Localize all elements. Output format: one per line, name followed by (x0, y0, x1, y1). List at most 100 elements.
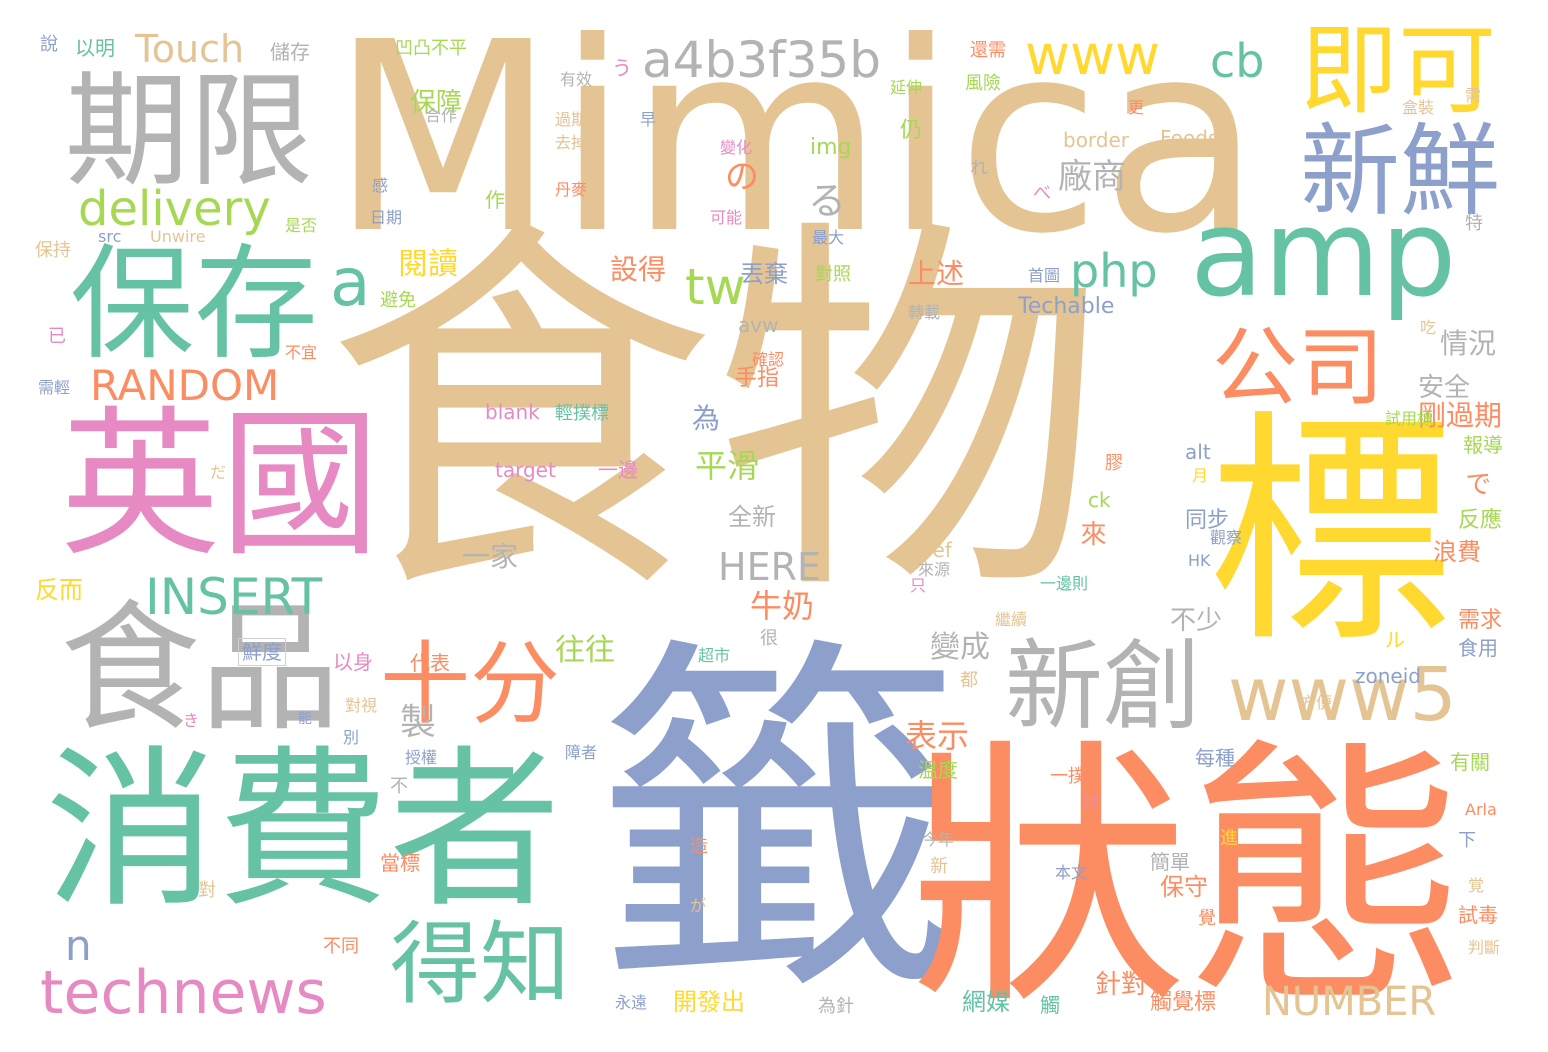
word-yongyuan: 永遠 (615, 993, 648, 1012)
word-amp: amp (1190, 185, 1457, 324)
word-youguan: 有關 (1450, 750, 1490, 774)
word-yishen: 以身 (333, 650, 373, 674)
word-border: border (1063, 128, 1130, 152)
word-xiandu: 鮮度 (238, 638, 286, 666)
word-butong: 不同 (323, 936, 359, 957)
word-ru2: ル (1385, 628, 1405, 652)
word-dezhi: 得知 (390, 912, 570, 1017)
word-jixu: 繼續 (995, 610, 1028, 629)
word-zhi: 製 (400, 702, 437, 743)
word-technews: technews (40, 958, 327, 1028)
word-chu: 觸 (1040, 993, 1060, 1017)
word-yue: 月 (1192, 466, 1209, 485)
word-yibian: 一邊 (598, 458, 638, 482)
word-img: img (810, 135, 852, 160)
word-jin: 進 (1220, 828, 1238, 849)
word-shifou: 是否 (285, 216, 318, 235)
word-hk: HK (1188, 551, 1211, 570)
word-quchu: 去掉 (555, 133, 588, 152)
word-alt: alt (1185, 440, 1211, 464)
word-xuqiu: 需求 (1458, 608, 1503, 633)
word-haixu: 還需 (970, 40, 1006, 61)
word-chaoshi: 超市 (698, 646, 731, 665)
word-fangbian: 方便 (1300, 693, 1333, 712)
word-avw: avw (738, 313, 779, 337)
word-zhuanzai: 轉載 (908, 303, 941, 322)
word-duishi: 對視 (345, 696, 378, 715)
word-yijia: 一家 (462, 540, 519, 573)
word-u: う (612, 56, 632, 80)
word-dangbiao: 當標 (380, 851, 420, 875)
word-kaifachu: 開發出 (673, 988, 745, 1016)
word-random: RANDOM (90, 361, 280, 410)
word-yanshen: 延伸 (890, 78, 923, 97)
word-n: n (65, 921, 92, 970)
word-biao: 標 (1208, 390, 1453, 675)
word-xinxian: 新鮮 (1300, 113, 1500, 230)
word-zoneid: zoneid (1355, 664, 1421, 688)
word-ga: が (690, 896, 707, 915)
word-kaku: 覚 (1468, 876, 1485, 895)
word-shouquan: 授權 (405, 748, 438, 767)
word-shuo: 說 (40, 34, 58, 55)
word-bianhua: 變化 (720, 138, 753, 157)
word-zhi2: 只 (910, 576, 927, 595)
word-guoqi: 過期 (555, 110, 588, 129)
word-baocun: 保存 (70, 233, 319, 377)
word-jinnian: 今年 (922, 830, 955, 849)
word-www: www (1025, 23, 1160, 87)
word-re: れ (970, 158, 988, 179)
word-daibiao: 代表 (410, 651, 450, 675)
word-zuo: 作 (485, 188, 505, 212)
word-shede: 設得 (610, 253, 667, 286)
word-shipin: 食品 (60, 588, 341, 751)
word-mimica: Mimica (330, 0, 1262, 291)
word-blank: blank (485, 400, 540, 424)
word-biancheng: 變成 (930, 630, 990, 665)
word-href: href (912, 538, 952, 562)
word-xia: 下 (1458, 830, 1476, 851)
word-ke: け (1083, 793, 1100, 812)
word-a: a (330, 244, 371, 321)
word-bu: 不 (390, 776, 408, 797)
word-guancha: 觀察 (1210, 528, 1243, 547)
word-hen: 很 (760, 628, 778, 649)
word-zhangzhe: 障者 (565, 743, 598, 762)
word-tongbu: 同步 (1185, 508, 1230, 533)
word-number: NUMBER (1262, 979, 1437, 1025)
word-arla: Arla (1465, 800, 1497, 819)
word-pinghua: 平滑 (695, 447, 760, 485)
word-yuedu: 閱讀 (398, 247, 458, 282)
word-touch: Touch (135, 27, 245, 71)
word-meizhong: 每種 (1195, 746, 1235, 770)
word-langfei: 浪費 (1433, 538, 1481, 566)
word-ru: る (808, 179, 847, 223)
word-tw: tw (685, 258, 746, 316)
word-wei: 為 (692, 402, 721, 435)
word-yibianze: 一邊則 (1040, 574, 1089, 593)
word-jiandan: 簡單 (1150, 850, 1190, 874)
word-xuqing: 需輕 (38, 378, 71, 397)
word-gan: 感 (372, 176, 389, 195)
word-baochi: 保持 (35, 240, 71, 261)
word-anquan: 安全 (1418, 373, 1471, 403)
word-yiming: 以明 (75, 36, 115, 60)
word-baodao: 報導 (1463, 433, 1503, 457)
word-de: で (1461, 470, 1491, 496)
word-shidu: 試毒 (1458, 903, 1498, 927)
word-php: php (1070, 244, 1158, 298)
word-keneng: 可能 (710, 208, 743, 227)
word-baozhang: 保障 (410, 88, 463, 118)
word-queren: 確認 (752, 350, 785, 369)
word-bushao: 不少 (1170, 606, 1223, 636)
word-unwire: Unwire (150, 227, 206, 246)
word-buyi: 不宜 (285, 343, 318, 362)
word-xinchuang: 新創 (1005, 630, 1202, 744)
word-shoutu: 首圖 (1028, 266, 1061, 285)
word-shiyong: 食用 (1458, 636, 1498, 660)
word-qian: 籤 (595, 610, 965, 1040)
word-zao: 造 (690, 836, 708, 857)
word-be: べ (1033, 183, 1051, 204)
word-techable: Techable (1018, 294, 1115, 319)
